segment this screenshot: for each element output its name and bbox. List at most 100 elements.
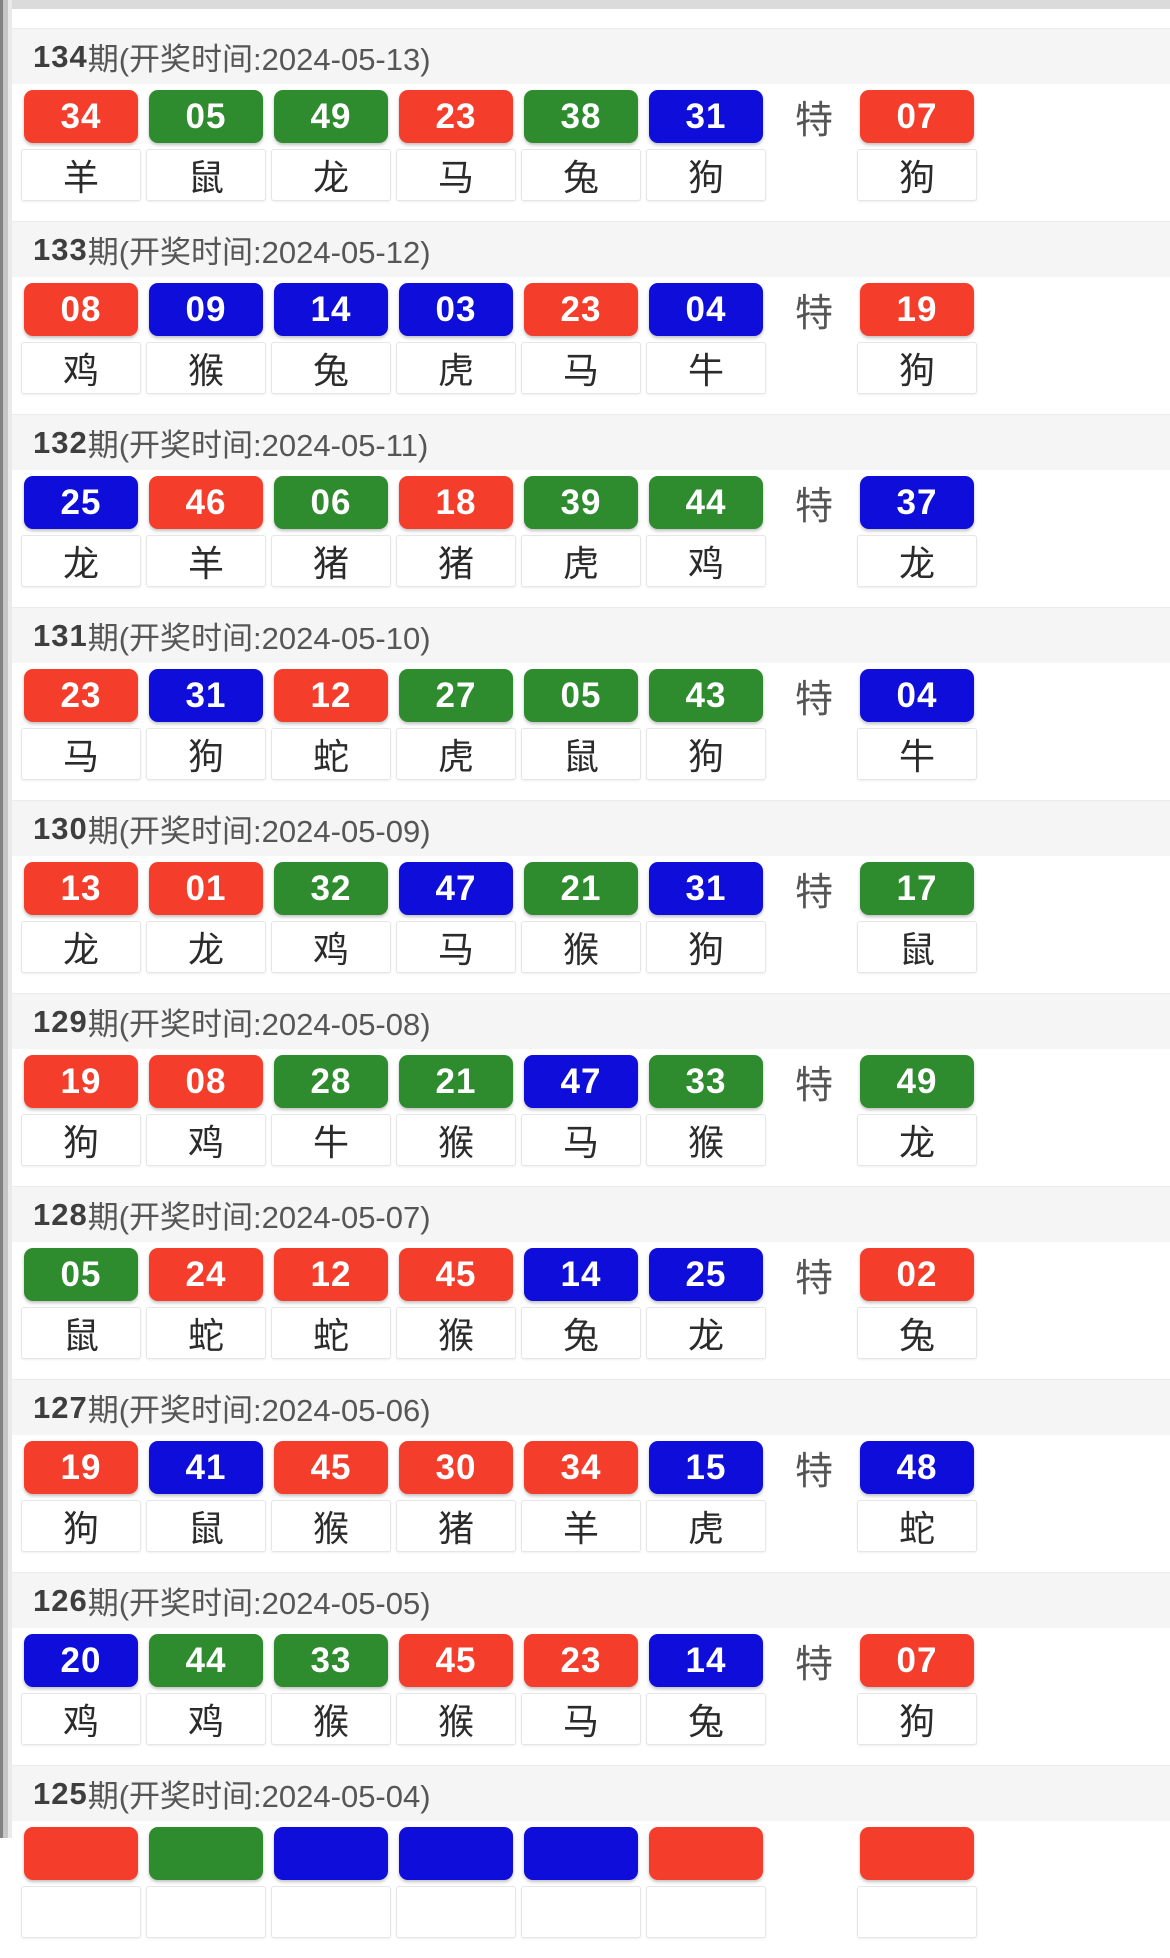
number-ball: 04 — [649, 283, 763, 336]
result-cell: 44 鸡 — [646, 476, 766, 587]
zodiac-label: 鼠 — [21, 1307, 141, 1359]
number-ball: 43 — [649, 669, 763, 722]
zodiac-label: 鸡 — [146, 1693, 266, 1745]
number-ball: 09 — [149, 283, 263, 336]
number-ball: 24 — [149, 1248, 263, 1301]
period-draw-time: 期(开奖时间:2024-05-10) — [88, 613, 431, 658]
zodiac-label: 狗 — [646, 149, 766, 201]
number-ball: 27 — [399, 669, 513, 722]
period-draw-time: 期(开奖时间:2024-05-08) — [88, 999, 431, 1044]
result-cell: 33 猴 — [271, 1634, 391, 1745]
period-results: 34 羊 05 鼠 49 龙 23 马 38 兔 31 狗 特 07 狗 — [0, 84, 1170, 221]
period-draw-time: 期(开奖时间:2024-05-09) — [88, 806, 431, 851]
result-cell: 31 狗 — [646, 90, 766, 201]
result-cell: 09 猴 — [146, 283, 266, 394]
result-cell: 23 马 — [521, 1634, 641, 1745]
result-cell: 12 蛇 — [271, 669, 391, 780]
number-ball: 07 — [860, 90, 974, 143]
result-cell: 25 龙 — [646, 1248, 766, 1359]
zodiac-label: 狗 — [857, 1693, 977, 1745]
period-number: 130 — [33, 811, 88, 847]
result-cell: 23 马 — [396, 90, 516, 201]
result-cell: 13 龙 — [21, 862, 141, 973]
result-cell: 44 鸡 — [146, 1634, 266, 1745]
zodiac-label: 马 — [521, 342, 641, 394]
result-cell: 43 狗 — [646, 669, 766, 780]
result-cell: 47 马 — [521, 1055, 641, 1166]
number-ball: 12 — [274, 1248, 388, 1301]
zodiac-label: 牛 — [271, 1114, 391, 1166]
zodiac-label — [396, 1886, 516, 1938]
number-ball: 31 — [149, 669, 263, 722]
period-draw-time: 期(开奖时间:2024-05-05) — [88, 1578, 431, 1623]
result-cell: 04 牛 — [646, 283, 766, 394]
zodiac-label: 马 — [21, 728, 141, 780]
result-cell: 01 龙 — [146, 862, 266, 973]
zodiac-label: 虎 — [521, 535, 641, 587]
period-number: 131 — [33, 618, 88, 654]
zodiac-label: 鼠 — [146, 1500, 266, 1552]
number-ball: 13 — [24, 862, 138, 915]
number-ball: 33 — [274, 1634, 388, 1687]
number-ball: 08 — [24, 283, 138, 336]
zodiac-label — [857, 1886, 977, 1938]
result-cell: 21 猴 — [521, 862, 641, 973]
number-ball: 47 — [524, 1055, 638, 1108]
result-cell — [646, 1827, 766, 1938]
number-ball: 02 — [860, 1248, 974, 1301]
left-edge-strip — [0, 0, 12, 1838]
period-results: 20 鸡 44 鸡 33 猴 45 猴 23 马 14 兔 特 07 狗 — [0, 1628, 1170, 1765]
period-number: 126 — [33, 1583, 88, 1619]
zodiac-label: 狗 — [21, 1500, 141, 1552]
number-ball: 34 — [24, 90, 138, 143]
period-number: 132 — [33, 425, 88, 461]
number-ball: 47 — [399, 862, 513, 915]
zodiac-label: 蛇 — [146, 1307, 266, 1359]
zodiac-label: 马 — [396, 921, 516, 973]
result-cell: 45 猴 — [396, 1634, 516, 1745]
result-cell: 30 猪 — [396, 1441, 516, 1552]
result-cell: 39 虎 — [521, 476, 641, 587]
special-cell: 04 牛 — [857, 669, 977, 780]
result-cell: 27 虎 — [396, 669, 516, 780]
number-ball: 49 — [274, 90, 388, 143]
period-results: 25 龙 46 羊 06 猪 18 猪 39 虎 44 鸡 特 37 龙 — [0, 470, 1170, 607]
zodiac-label: 虎 — [396, 342, 516, 394]
zodiac-label: 龙 — [857, 535, 977, 587]
number-ball: 21 — [399, 1055, 513, 1108]
period-draw-time: 期(开奖时间:2024-05-12) — [88, 227, 431, 272]
number-ball: 44 — [149, 1634, 263, 1687]
zodiac-label: 鸡 — [21, 342, 141, 394]
number-ball: 19 — [24, 1055, 138, 1108]
number-ball: 45 — [274, 1441, 388, 1494]
result-cell: 20 鸡 — [21, 1634, 141, 1745]
number-ball: 49 — [860, 1055, 974, 1108]
result-cell: 23 马 — [521, 283, 641, 394]
zodiac-label: 鸡 — [271, 921, 391, 973]
zodiac-label: 狗 — [21, 1114, 141, 1166]
special-marker: 特 — [771, 283, 857, 336]
result-cell: 45 猴 — [271, 1441, 391, 1552]
number-ball — [399, 1827, 513, 1880]
zodiac-label: 羊 — [146, 535, 266, 587]
number-ball: 44 — [649, 476, 763, 529]
zodiac-label: 鼠 — [146, 149, 266, 201]
special-cell: 07 狗 — [857, 90, 977, 201]
number-ball: 37 — [860, 476, 974, 529]
zodiac-label: 狗 — [646, 921, 766, 973]
period-draw-time: 期(开奖时间:2024-05-07) — [88, 1192, 431, 1237]
zodiac-label: 兔 — [271, 342, 391, 394]
period-draw-time: 期(开奖时间:2024-05-11) — [88, 420, 429, 465]
number-ball: 01 — [149, 862, 263, 915]
zodiac-label: 狗 — [646, 728, 766, 780]
special-marker-spacer — [771, 1827, 857, 1880]
zodiac-label: 猴 — [396, 1693, 516, 1745]
result-cell — [396, 1827, 516, 1938]
period-draw-time: 期(开奖时间:2024-05-06) — [88, 1385, 431, 1430]
